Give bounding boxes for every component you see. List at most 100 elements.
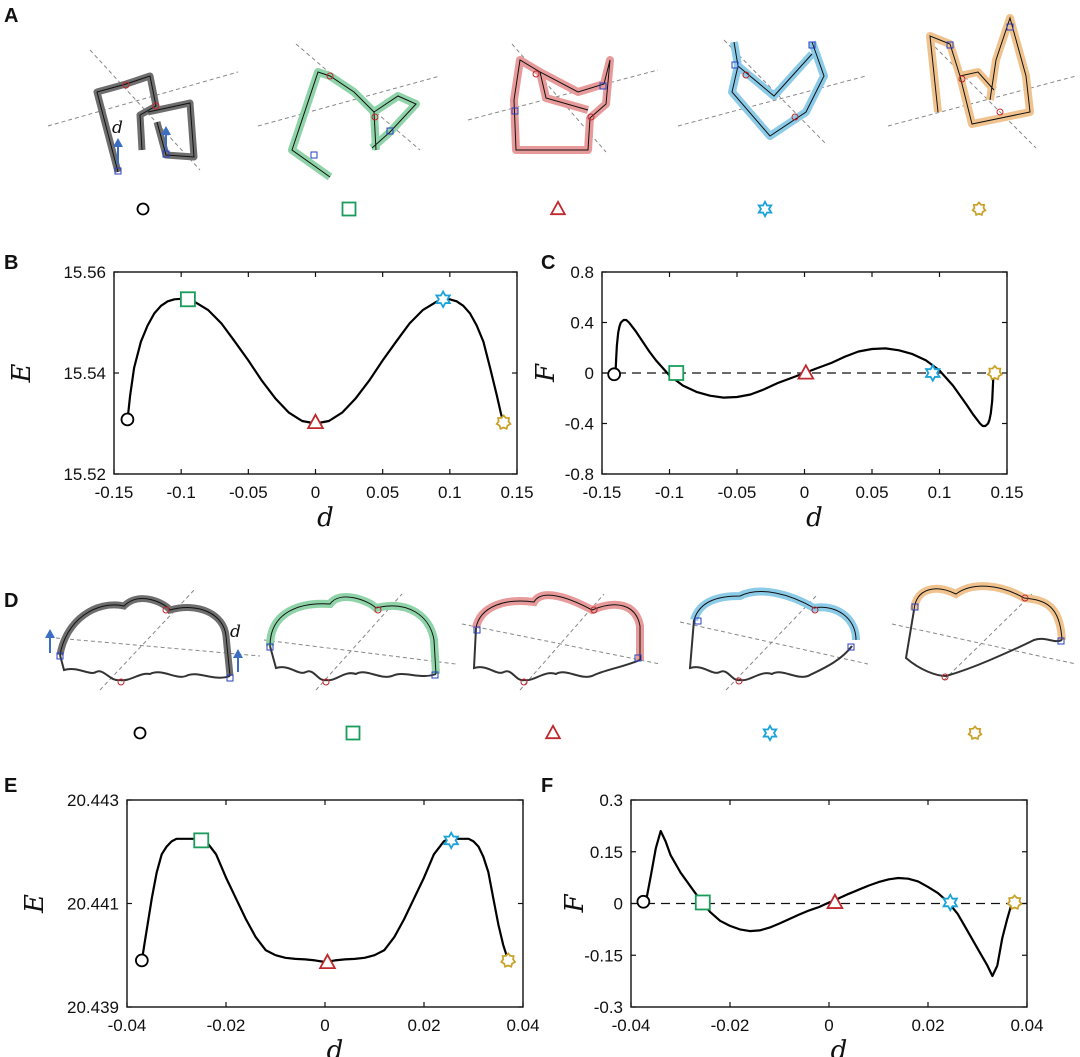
x-tick-label: -0.1 [167, 483, 196, 502]
panel-label-e: E [4, 775, 17, 797]
x-tick-label: 0 [824, 1016, 833, 1035]
x-axis-label: d [831, 1036, 848, 1057]
charts-layer: -0.15 -0.1 -0.05 0 0.05 0.1 0.15 15.52 15.54 15.5… [7, 263, 1044, 1057]
x-tick-label: -0.02 [711, 1016, 750, 1035]
panel-a-shape-2 [257, 43, 441, 181]
panel-label-a: A [4, 5, 18, 27]
panel-d-marker-legend [133, 723, 983, 742]
x-tick-label: 0.15 [500, 483, 533, 502]
y-tick-label: 0 [614, 895, 623, 914]
panel-d-shape-3 [461, 591, 661, 691]
panel-d-shape-1: d [45, 587, 261, 691]
panel-d-shapes: d [45, 582, 1077, 691]
x-tick-label: 0.05 [855, 483, 888, 502]
x-tick-label: -0.04 [612, 1016, 651, 1035]
y-tick-label: 20.441 [67, 895, 119, 914]
y-tick-label: 20.443 [67, 791, 119, 810]
y-tick-label: 0.15 [590, 843, 623, 862]
data-marker-star7 [1006, 894, 1023, 911]
y-tick-label: -0.3 [594, 998, 623, 1017]
x-axis-label: d [317, 503, 334, 533]
y-tick-label: 15.52 [63, 465, 106, 484]
x-tick-label: 0.02 [407, 1016, 440, 1035]
annotation-d-bottom: d [230, 622, 241, 642]
panel-label-c: C [541, 252, 555, 274]
x-axis-label: d [327, 1036, 344, 1057]
panel-label-d: D [4, 590, 18, 612]
panel-d-shape-2 [263, 593, 457, 691]
x-tick-label: -0.05 [229, 483, 268, 502]
x-tick-label: -0.15 [583, 483, 622, 502]
y-tick-label: 20.439 [67, 998, 119, 1017]
x-tick-label: 0.04 [1010, 1016, 1043, 1035]
legend-d-marker-circle [133, 726, 147, 740]
panel-a-shape-1: d [47, 49, 239, 175]
x-tick-label: 0.1 [928, 483, 952, 502]
x-tick-label: -0.1 [655, 483, 684, 502]
x-tick-label: 0.02 [911, 1016, 944, 1035]
y-tick-label: 0 [585, 364, 594, 383]
panel-a-shapes: d [47, 14, 1077, 181]
legend-a-marker-star6 [757, 199, 773, 219]
panel-a-shape-3 [467, 43, 659, 154]
data-marker-triangle [318, 952, 337, 969]
y-axis-label: F [560, 894, 590, 914]
legend-a-marker-square [341, 201, 357, 217]
legend-d-marker-triangle [544, 723, 562, 740]
legend-d-marker-star7 [967, 725, 983, 741]
x-tick-label: 0 [320, 1016, 329, 1035]
data-curve [644, 829, 1014, 978]
annotation-d-top: d [112, 118, 123, 138]
chart-e: -0.04 -0.02 0 0.02 0.04 20.439 20.441 20.443 d E [20, 791, 540, 1057]
y-tick-label: 0.4 [570, 314, 594, 333]
x-tick-label: 0.15 [990, 483, 1023, 502]
x-tick-label: 0 [800, 483, 809, 502]
y-tick-label: -0.4 [565, 415, 594, 434]
data-marker-star6 [442, 830, 460, 851]
data-marker-star6 [941, 892, 959, 913]
legend-a-marker-star7 [971, 201, 987, 217]
data-curve [140, 837, 510, 964]
panel-d-shape-5 [891, 582, 1077, 681]
data-marker-circle [636, 894, 651, 909]
x-axis-label: d [806, 503, 823, 533]
x-tick-label: -0.15 [95, 483, 134, 502]
data-marker-star7 [495, 414, 512, 431]
data-marker-circle [607, 367, 622, 382]
chart-f: -0.04 -0.02 0 0.02 0.04 -0.3 -0.15 0 0.15 0.3 d F [560, 791, 1044, 1057]
y-axis-label: E [7, 363, 37, 383]
x-tick-label: -0.02 [207, 1016, 246, 1035]
panel-label-f: F [541, 775, 553, 797]
data-marker-square [193, 832, 210, 849]
x-tick-label: 0.1 [438, 483, 462, 502]
x-tick-label: 0.05 [366, 483, 399, 502]
data-marker-triangle [796, 363, 815, 380]
y-tick-label: 15.56 [63, 263, 106, 282]
y-tick-label: 15.54 [63, 364, 106, 383]
data-marker-square [179, 291, 196, 308]
chart-c: -0.15 -0.1 -0.05 0 0.05 0.1 0.15 -0.8 -0.4 0 0.4 0.… [531, 263, 1024, 533]
panel-a-marker-legend [136, 199, 987, 219]
chart-b: -0.15 -0.1 -0.05 0 0.05 0.1 0.15 15.52 15.54 15.5… [7, 263, 534, 533]
data-curve [126, 297, 505, 425]
legend-a-marker-triangle [549, 199, 567, 216]
y-tick-label: -0.8 [565, 465, 594, 484]
data-marker-circle [120, 412, 135, 427]
y-tick-label: -0.15 [584, 946, 623, 965]
data-marker-triangle [826, 892, 844, 909]
data-curve [614, 318, 995, 428]
data-marker-circle [135, 953, 149, 968]
legend-d-marker-star6 [762, 724, 778, 742]
y-axis-label: E [20, 894, 50, 914]
panel-a-shape-5 [887, 14, 1077, 149]
data-marker-star7 [499, 952, 517, 968]
x-tick-label: -0.04 [108, 1016, 147, 1035]
legend-a-marker-circle [136, 202, 150, 216]
data-marker-star6 [924, 363, 941, 383]
y-tick-label: 0.3 [599, 791, 623, 810]
legend-d-marker-square [345, 725, 361, 741]
data-marker-square [694, 894, 711, 911]
data-marker-star7 [986, 364, 1004, 381]
x-tick-label: 0.04 [506, 1016, 539, 1035]
